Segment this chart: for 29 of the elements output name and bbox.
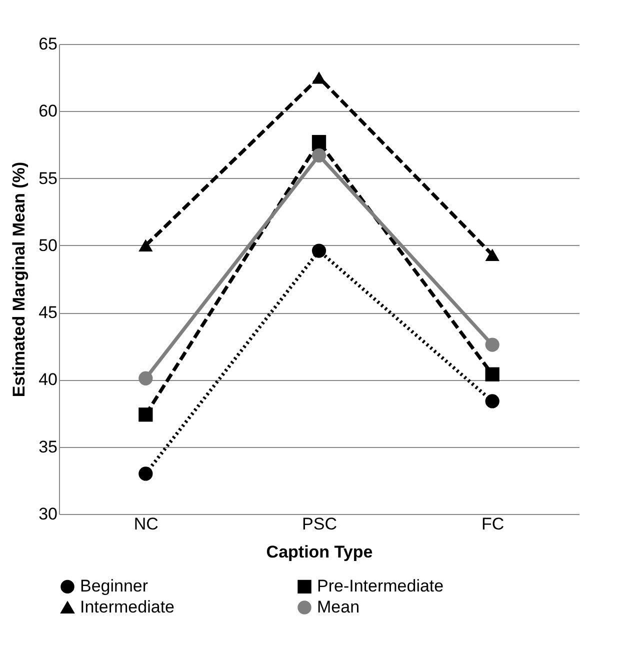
x-tick-label: PSC bbox=[302, 514, 337, 534]
point bbox=[138, 466, 153, 481]
point bbox=[312, 244, 326, 258]
point bbox=[485, 248, 500, 261]
y-tick-label: 60 bbox=[38, 102, 58, 121]
y-tick-label: 50 bbox=[38, 236, 58, 255]
point bbox=[312, 134, 326, 150]
x-tick-label: NC bbox=[134, 514, 158, 534]
legend-label: Pre-Intermediate bbox=[317, 576, 444, 596]
point bbox=[312, 71, 326, 84]
y-tick-label: 30 bbox=[38, 504, 58, 524]
y-tick-label: 55 bbox=[38, 168, 58, 188]
point bbox=[138, 408, 153, 422]
y-axis-title: Estimated Marginal Mean (%) bbox=[10, 162, 29, 398]
point bbox=[312, 148, 326, 163]
y-tick-label: 65 bbox=[38, 34, 58, 54]
y-tick-label: 35 bbox=[38, 437, 58, 456]
point bbox=[138, 239, 153, 252]
point bbox=[485, 367, 500, 382]
x-tick-label: FC bbox=[481, 514, 504, 534]
point bbox=[485, 394, 500, 408]
point bbox=[138, 371, 153, 386]
legend-label: Beginner bbox=[80, 576, 148, 596]
y-tick-label: 45 bbox=[38, 303, 58, 322]
x-axis-title: Caption Type bbox=[266, 542, 373, 562]
legend-label: Intermediate bbox=[80, 598, 174, 616]
point bbox=[485, 338, 500, 352]
legend-label: Mean bbox=[317, 598, 360, 616]
y-tick-label: 40 bbox=[38, 370, 58, 390]
